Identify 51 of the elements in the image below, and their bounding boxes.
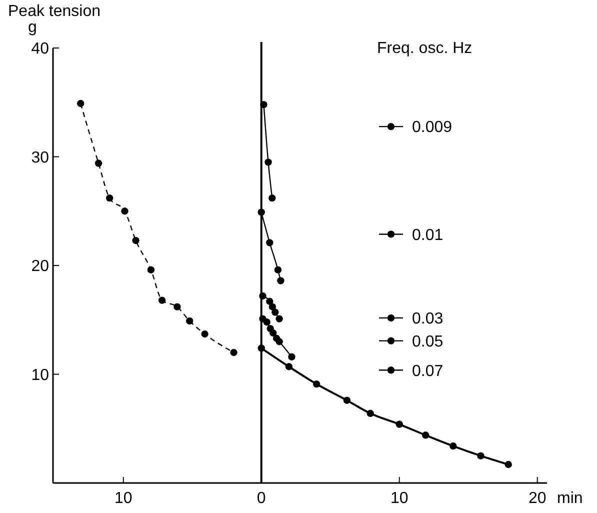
point: [269, 329, 277, 337]
point: [174, 303, 181, 310]
point: [230, 348, 238, 356]
point: [264, 158, 272, 166]
point: [343, 396, 351, 404]
y-axis-title: Peak tension g: [8, 3, 101, 36]
x-axis-title: min: [557, 490, 583, 507]
point: [312, 380, 320, 388]
point: [132, 236, 140, 244]
point: [263, 318, 270, 326]
legend-title: Freq. osc. Hz: [377, 40, 472, 57]
point: [288, 353, 296, 360]
point: [422, 432, 430, 439]
point: [201, 330, 208, 338]
y-tick-label: 20: [31, 258, 50, 276]
point: [285, 363, 293, 370]
point: [259, 292, 266, 300]
point: [147, 266, 155, 274]
legend-label: 0.07: [412, 362, 444, 380]
point: [94, 160, 102, 167]
point: [366, 410, 374, 417]
point: [258, 208, 265, 216]
point: [266, 239, 274, 246]
legend-label: 0.05: [412, 333, 444, 350]
point: [450, 442, 457, 450]
point: [258, 344, 265, 352]
point: [266, 298, 274, 305]
y-tick-label: 40: [31, 40, 50, 58]
legend-label: 0.03: [412, 310, 444, 328]
legend-label: 0.01: [412, 226, 444, 244]
point: [268, 194, 276, 202]
point: [477, 452, 484, 460]
point: [106, 194, 114, 202]
point: [158, 296, 166, 304]
point: [276, 315, 283, 322]
x-tick-label: 10: [390, 490, 408, 507]
point: [272, 308, 279, 316]
point: [277, 277, 284, 284]
y-tick-label: 30: [31, 149, 50, 166]
x-tick-label: 20: [528, 490, 546, 507]
point: [121, 208, 128, 215]
point: [186, 317, 194, 325]
point: [274, 266, 282, 274]
point: [260, 100, 268, 108]
point: [504, 460, 512, 468]
x-tick-label: 10: [114, 490, 132, 507]
y-tick-label: 10: [31, 366, 50, 384]
legend-label: 0.009: [412, 119, 452, 136]
point: [77, 100, 84, 108]
x-tick-label: 0: [256, 490, 266, 507]
point: [396, 420, 403, 428]
